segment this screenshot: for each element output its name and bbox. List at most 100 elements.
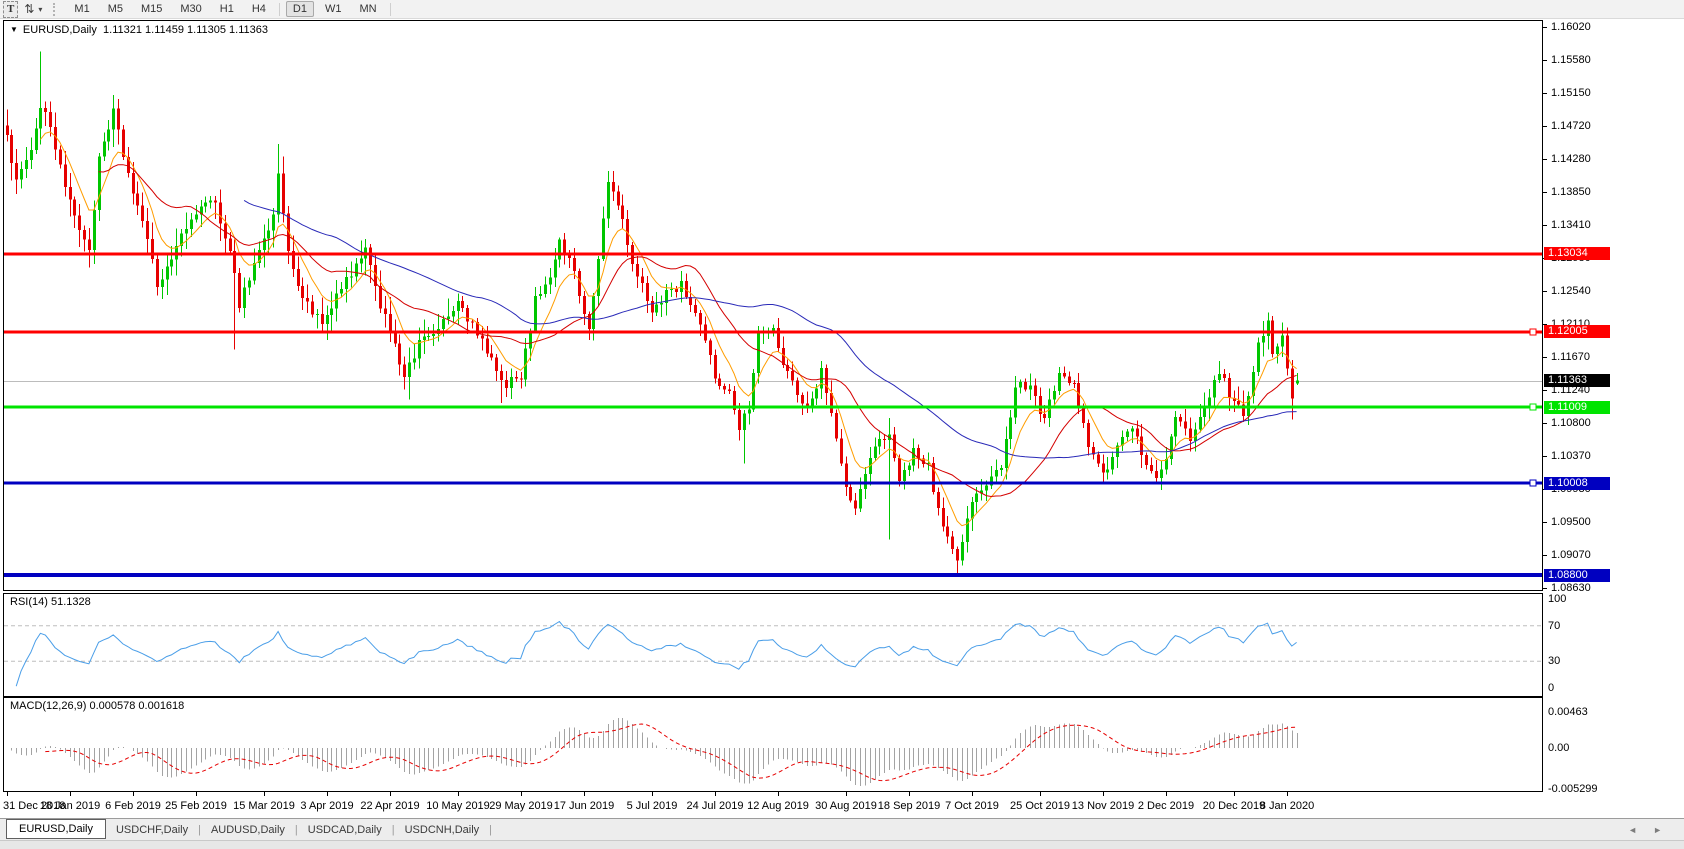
date-axis-label: 25 Oct 2019 xyxy=(1010,800,1070,812)
sort-arrows-icon: ⇅ xyxy=(24,2,35,16)
date-axis-tick xyxy=(972,792,973,796)
date-axis-tick xyxy=(264,792,265,796)
price-level-badge: 1.10008 xyxy=(1544,477,1610,490)
tab-divider: | xyxy=(294,823,298,836)
rsi-axis-label: 30 xyxy=(1548,655,1561,667)
dropdown-caret-icon: ▾ xyxy=(38,4,43,14)
rsi-canvas[interactable] xyxy=(4,594,1542,696)
chart-tabs: EURUSD,Daily USDCHF,Daily | AUDUSD,Daily | US… xyxy=(0,818,493,840)
date-axis-label: 22 Apr 2019 xyxy=(360,800,420,812)
date-axis-label: 2 Dec 2019 xyxy=(1137,800,1195,812)
macd-axis-label: 0.00463 xyxy=(1548,706,1588,718)
arrange-tool-button[interactable]: ⇅ ▾ xyxy=(21,2,45,17)
date-axis-label: 7 Oct 2019 xyxy=(945,800,999,812)
price-axis-tick xyxy=(1543,522,1547,523)
date-axis-label: 17 Jun 2019 xyxy=(553,800,615,812)
price-axis-tick xyxy=(1543,225,1547,226)
price-axis-label: 1.09500 xyxy=(1551,516,1591,528)
timeframe-button-M5[interactable]: M5 xyxy=(107,3,123,15)
price-axis-label: 1.10800 xyxy=(1551,417,1591,429)
price-axis-label: 1.09070 xyxy=(1551,549,1591,561)
date-axis-label: 3 Apr 2019 xyxy=(300,800,354,812)
timeframe-button-D1[interactable]: D1 xyxy=(285,1,314,17)
price-axis-label: 1.13410 xyxy=(1551,219,1591,231)
timeframe-button-M15[interactable]: M15 xyxy=(140,3,163,15)
date-axis-label: 24 Jul 2019 xyxy=(686,800,744,812)
chart-tab-usdcnh[interactable]: USDCNH,Daily xyxy=(404,823,480,836)
timeframe-button-H1[interactable]: H1 xyxy=(219,3,234,15)
current-price-badge: 1.11363 xyxy=(1544,374,1610,387)
chart-dropdown-icon[interactable]: ▼ xyxy=(10,25,18,34)
price-axis-label: 1.12110 xyxy=(1551,318,1590,330)
price-axis-label: 1.10370 xyxy=(1551,450,1591,462)
date-axis-tick xyxy=(652,792,653,796)
date-axis-tick xyxy=(521,792,522,796)
date-axis-tick xyxy=(778,792,779,796)
rsi-axis-label: 0 xyxy=(1548,682,1555,694)
date-axis-label: 10 May 2019 xyxy=(426,800,490,812)
price-axis-tick xyxy=(1543,126,1547,127)
tab-scroll-arrows: ◄ ► xyxy=(1628,825,1662,835)
rsi-panel[interactable]: RSI(14) 51.1328 xyxy=(3,593,1543,697)
timeframe-button-MN[interactable]: MN xyxy=(359,3,377,15)
price-axis-label: 1.11670 xyxy=(1551,351,1590,363)
chart-tab-usdchf[interactable]: USDCHF,Daily xyxy=(115,823,189,836)
timeframe-button-W1[interactable]: W1 xyxy=(324,3,342,15)
date-axis-tick xyxy=(1103,792,1104,796)
macd-canvas[interactable] xyxy=(4,698,1542,791)
tab-divider: | xyxy=(489,823,493,836)
price-level-badge: 1.12005 xyxy=(1544,325,1610,338)
toolbar-separator-2 xyxy=(389,2,391,16)
timeframe-button-M30[interactable]: M30 xyxy=(180,3,202,15)
tab-divider: | xyxy=(198,823,201,836)
price-level-badge: 1.11009 xyxy=(1544,401,1610,414)
toolbar-grip[interactable] xyxy=(53,2,59,16)
tab-scroll-right-icon[interactable]: ► xyxy=(1653,824,1662,835)
macd-label: MACD(12,26,9) 0.000578 0.001618 xyxy=(10,700,185,712)
chart-tab-usdcad[interactable]: USDCAD,Daily xyxy=(307,823,382,836)
status-bar xyxy=(0,840,1684,849)
price-level-badge: 1.13034 xyxy=(1544,247,1610,260)
date-axis-tick xyxy=(909,792,910,796)
price-axis-tick xyxy=(1543,192,1547,193)
tab-divider: | xyxy=(391,823,395,836)
timeframe-group-daily: D1 W1 MN xyxy=(284,1,386,17)
date-axis-tick xyxy=(715,792,716,796)
price-axis-tick xyxy=(1543,291,1547,292)
price-axis-label: 1.13850 xyxy=(1551,186,1591,198)
date-axis-label: 20 Dec 2019 xyxy=(1202,800,1266,812)
timeframe-button-H4[interactable]: H4 xyxy=(251,3,266,15)
rsi-label: RSI(14) 51.1328 xyxy=(10,596,91,608)
price-axis-label: 1.15580 xyxy=(1551,54,1591,66)
date-axis-tick xyxy=(846,792,847,796)
macd-panel[interactable]: MACD(12,26,9) 0.000578 0.001618 xyxy=(3,697,1543,792)
chart-tab-eurusd[interactable]: EURUSD,Daily xyxy=(6,818,106,839)
date-axis-label: 12 Aug 2019 xyxy=(747,800,809,812)
chart-title: ▼ EURUSD,Daily 1.11321 1.11459 1.11305 1.… xyxy=(10,24,268,36)
toolbar-separator xyxy=(278,2,280,16)
tab-scroll-left-icon[interactable]: ◄ xyxy=(1628,824,1638,835)
date-axis-label: 18 Jan 2019 xyxy=(39,800,101,812)
timeframe-button-M1[interactable]: M1 xyxy=(74,3,90,15)
date-axis-tick xyxy=(1234,792,1235,796)
date-axis-label: 18 Sep 2019 xyxy=(877,800,941,812)
date-axis-label: 8 Jan 2020 xyxy=(1259,800,1315,812)
date-axis-label: 25 Feb 2019 xyxy=(165,800,227,812)
top-toolbar: T ⇅ ▾ M1 M5 M15 M30 H1 H4 D1 W1 MN xyxy=(0,0,1684,19)
price-axis-label: 1.16020 xyxy=(1551,21,1591,33)
price-axis-tick xyxy=(1543,390,1547,391)
price-axis-tick xyxy=(1543,159,1547,160)
date-axis-tick xyxy=(7,792,8,796)
date-axis-tick xyxy=(133,792,134,796)
date-axis-tick xyxy=(1287,792,1288,796)
price-chart-canvas[interactable] xyxy=(4,21,1542,590)
rsi-axis-label: 70 xyxy=(1548,620,1561,632)
date-axis-tick xyxy=(327,792,328,796)
date-axis-label: 29 May 2019 xyxy=(489,800,553,812)
date-axis-tick xyxy=(584,792,585,796)
text-tool-button[interactable]: T xyxy=(3,0,19,18)
price-chart-panel[interactable]: ▼ EURUSD,Daily 1.11321 1.11459 1.11305 1.… xyxy=(3,20,1543,591)
date-axis-label: 5 Jul 2019 xyxy=(626,800,678,812)
chart-tab-audusd[interactable]: AUDUSD,Daily xyxy=(210,823,285,836)
price-axis-label: 1.15150 xyxy=(1551,87,1591,99)
